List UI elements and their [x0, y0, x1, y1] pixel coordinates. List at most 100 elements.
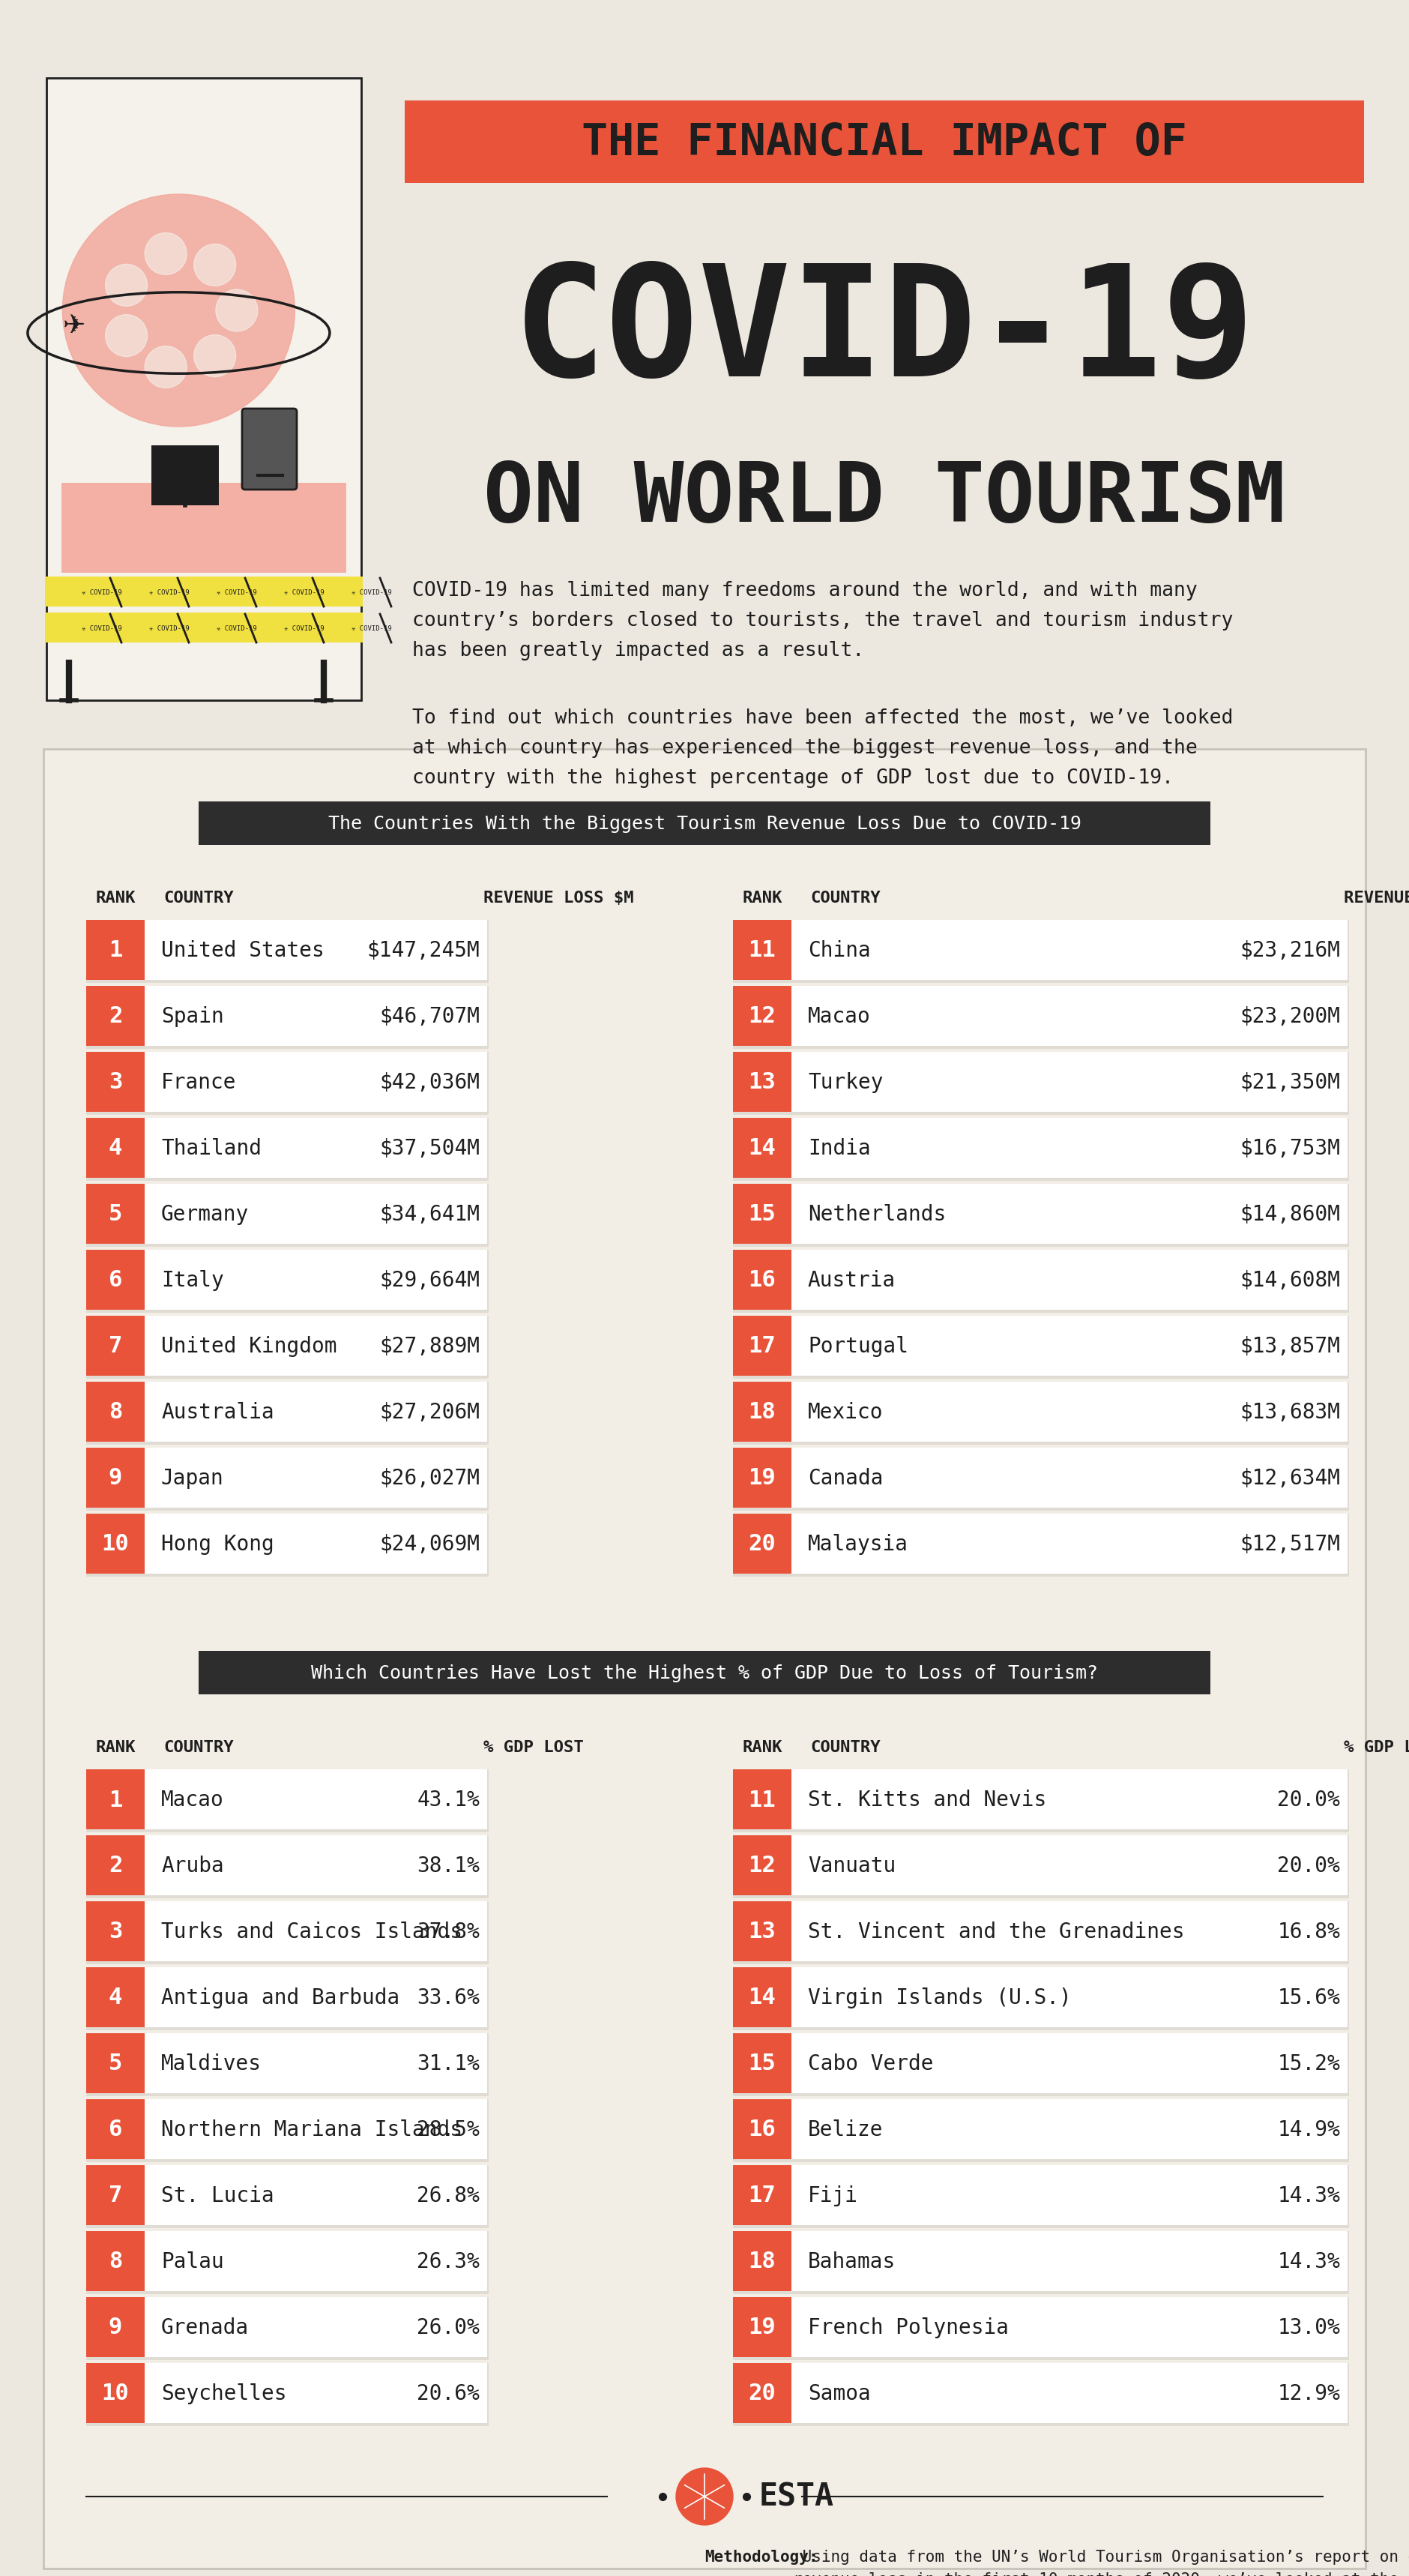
Bar — [86, 2298, 145, 2357]
Text: ☣ COVID-19: ☣ COVID-19 — [149, 626, 189, 631]
Bar — [733, 2166, 1348, 2228]
Bar — [86, 2362, 489, 2427]
Bar — [733, 987, 1348, 1048]
Bar — [733, 1515, 792, 1574]
Bar — [733, 1118, 792, 1177]
Bar — [733, 2032, 1347, 2094]
Text: 16: 16 — [748, 1270, 776, 1291]
Bar — [86, 920, 488, 981]
Text: 6: 6 — [108, 2117, 123, 2141]
Bar — [86, 1316, 488, 1376]
Text: $16,753M: $16,753M — [1240, 1139, 1340, 1159]
Bar — [86, 1448, 145, 1507]
Text: Hong Kong: Hong Kong — [161, 1533, 275, 1553]
Text: $42,036M: $42,036M — [379, 1072, 479, 1092]
Bar — [86, 1515, 489, 1577]
Text: Japan: Japan — [161, 1468, 224, 1489]
Bar — [733, 1448, 1348, 1512]
Bar — [86, 2362, 145, 2424]
Text: ✈: ✈ — [63, 314, 86, 340]
Bar — [86, 1837, 145, 1896]
Circle shape — [106, 265, 148, 307]
Text: United Kingdom: United Kingdom — [161, 1334, 337, 1358]
Text: 14.3%: 14.3% — [1278, 2251, 1340, 2272]
Bar — [86, 2166, 488, 2226]
Text: 20.6%: 20.6% — [417, 2383, 479, 2403]
Text: % GDP LOST: % GDP LOST — [483, 1739, 583, 1754]
Bar — [733, 1185, 792, 1244]
Bar — [86, 920, 145, 981]
Bar — [151, 446, 218, 505]
Bar — [86, 1901, 145, 1960]
Bar — [86, 2099, 145, 2159]
Bar — [44, 750, 1365, 2568]
Text: 2: 2 — [108, 1005, 123, 1028]
Text: Italy: Italy — [161, 1270, 224, 1291]
Bar — [86, 1448, 489, 1512]
Bar — [86, 1770, 145, 1829]
Text: ESTA: ESTA — [759, 2481, 834, 2512]
Bar — [86, 1968, 489, 2030]
Bar — [86, 2166, 145, 2226]
Bar — [86, 1837, 489, 1899]
Bar — [733, 2032, 1348, 2097]
Circle shape — [216, 291, 258, 332]
Text: $24,069M: $24,069M — [379, 1533, 479, 1553]
Bar — [733, 1249, 1347, 1311]
Text: RANK: RANK — [743, 891, 782, 904]
Text: 26.8%: 26.8% — [417, 2184, 479, 2205]
Text: $27,206M: $27,206M — [379, 1401, 479, 1422]
Bar — [86, 1383, 145, 1443]
Text: $12,517M: $12,517M — [1240, 1533, 1340, 1553]
Bar — [86, 2032, 145, 2094]
Text: St. Lucia: St. Lucia — [161, 2184, 275, 2205]
Text: $27,889M: $27,889M — [379, 1334, 479, 1358]
Bar — [733, 1901, 1347, 1960]
Bar — [86, 1901, 489, 1965]
Text: $46,707M: $46,707M — [379, 1005, 479, 1028]
Text: 11: 11 — [748, 940, 776, 961]
Bar — [62, 484, 347, 574]
Bar — [199, 1651, 1210, 1695]
Text: $13,683M: $13,683M — [1240, 1401, 1340, 1422]
Bar — [733, 2298, 1347, 2357]
Bar — [86, 1515, 145, 1574]
Text: The Countries With the Biggest Tourism Revenue Loss Due to COVID-19: The Countries With the Biggest Tourism R… — [328, 814, 1081, 832]
Text: ☣ COVID-19: ☣ COVID-19 — [351, 590, 392, 595]
Bar — [733, 1383, 1348, 1445]
Bar — [733, 2099, 792, 2159]
Bar — [46, 80, 361, 701]
Text: 20: 20 — [748, 2383, 776, 2403]
Bar — [86, 1249, 145, 1311]
Text: 6: 6 — [108, 1270, 123, 1291]
Text: 12.9%: 12.9% — [1278, 2383, 1340, 2403]
Bar — [733, 1185, 1347, 1244]
Bar — [733, 2166, 792, 2226]
Text: 13: 13 — [748, 1922, 776, 1942]
Text: ON WORLD TOURISM: ON WORLD TOURISM — [483, 459, 1285, 538]
Text: Germany: Germany — [161, 1203, 249, 1224]
Text: Spain: Spain — [161, 1005, 224, 1028]
Text: Methodology:: Methodology: — [704, 2550, 819, 2563]
Text: 19: 19 — [748, 2316, 776, 2339]
Text: 14.9%: 14.9% — [1278, 2120, 1340, 2141]
Text: Maldives: Maldives — [161, 2053, 262, 2074]
Bar — [733, 1316, 1347, 1376]
Text: 3: 3 — [108, 1922, 123, 1942]
Text: 12: 12 — [748, 1855, 776, 1875]
Bar — [86, 1448, 488, 1507]
Text: 15: 15 — [748, 2053, 776, 2074]
Bar — [86, 1383, 489, 1445]
Text: 1: 1 — [108, 940, 123, 961]
Text: COUNTRY: COUNTRY — [810, 891, 881, 904]
Text: $26,027M: $26,027M — [379, 1468, 479, 1489]
Text: $29,664M: $29,664M — [379, 1270, 479, 1291]
Text: $14,608M: $14,608M — [1240, 1270, 1340, 1291]
Bar — [733, 1770, 1348, 1832]
Bar — [86, 920, 489, 984]
Text: 14: 14 — [748, 1986, 776, 2009]
Text: 12: 12 — [748, 1005, 776, 1028]
Text: 16: 16 — [748, 2117, 776, 2141]
Text: $23,216M: $23,216M — [1240, 940, 1340, 961]
Circle shape — [145, 348, 187, 389]
